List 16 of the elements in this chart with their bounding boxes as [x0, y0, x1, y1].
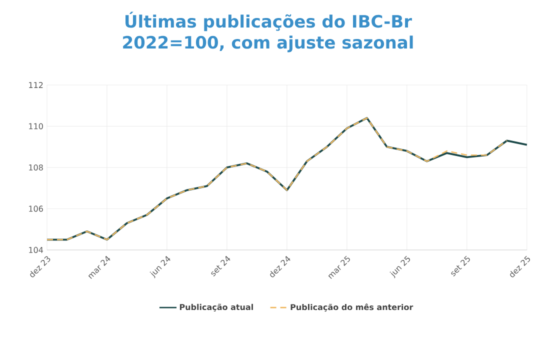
- x-tick-label: dez 23: [30, 256, 50, 278]
- y-tick-label: 108: [29, 164, 43, 171]
- x-tick-label: dez 24: [270, 256, 290, 278]
- legend-label: Publicação atual: [180, 304, 253, 312]
- x-tick-label: jun 25: [390, 256, 410, 278]
- x-tick-label: dez 25: [510, 256, 530, 278]
- x-tick-label: jun 24: [150, 256, 170, 278]
- y-tick-label: 104: [29, 246, 44, 254]
- x-tick-label: set 25: [451, 256, 470, 276]
- y-tick-label: 106: [29, 206, 43, 212]
- x-tick-label: set 24: [211, 256, 230, 276]
- y-tick-label: 110: [29, 123, 43, 130]
- chart-title: Últimas publicações do IBC-Br: [126, 12, 412, 32]
- y-tick-label: 112: [29, 82, 43, 88]
- chart-subtitle: 2022=100, com ajuste sazonal: [123, 36, 413, 52]
- legend-label: Publicação do mês anterior: [290, 304, 414, 312]
